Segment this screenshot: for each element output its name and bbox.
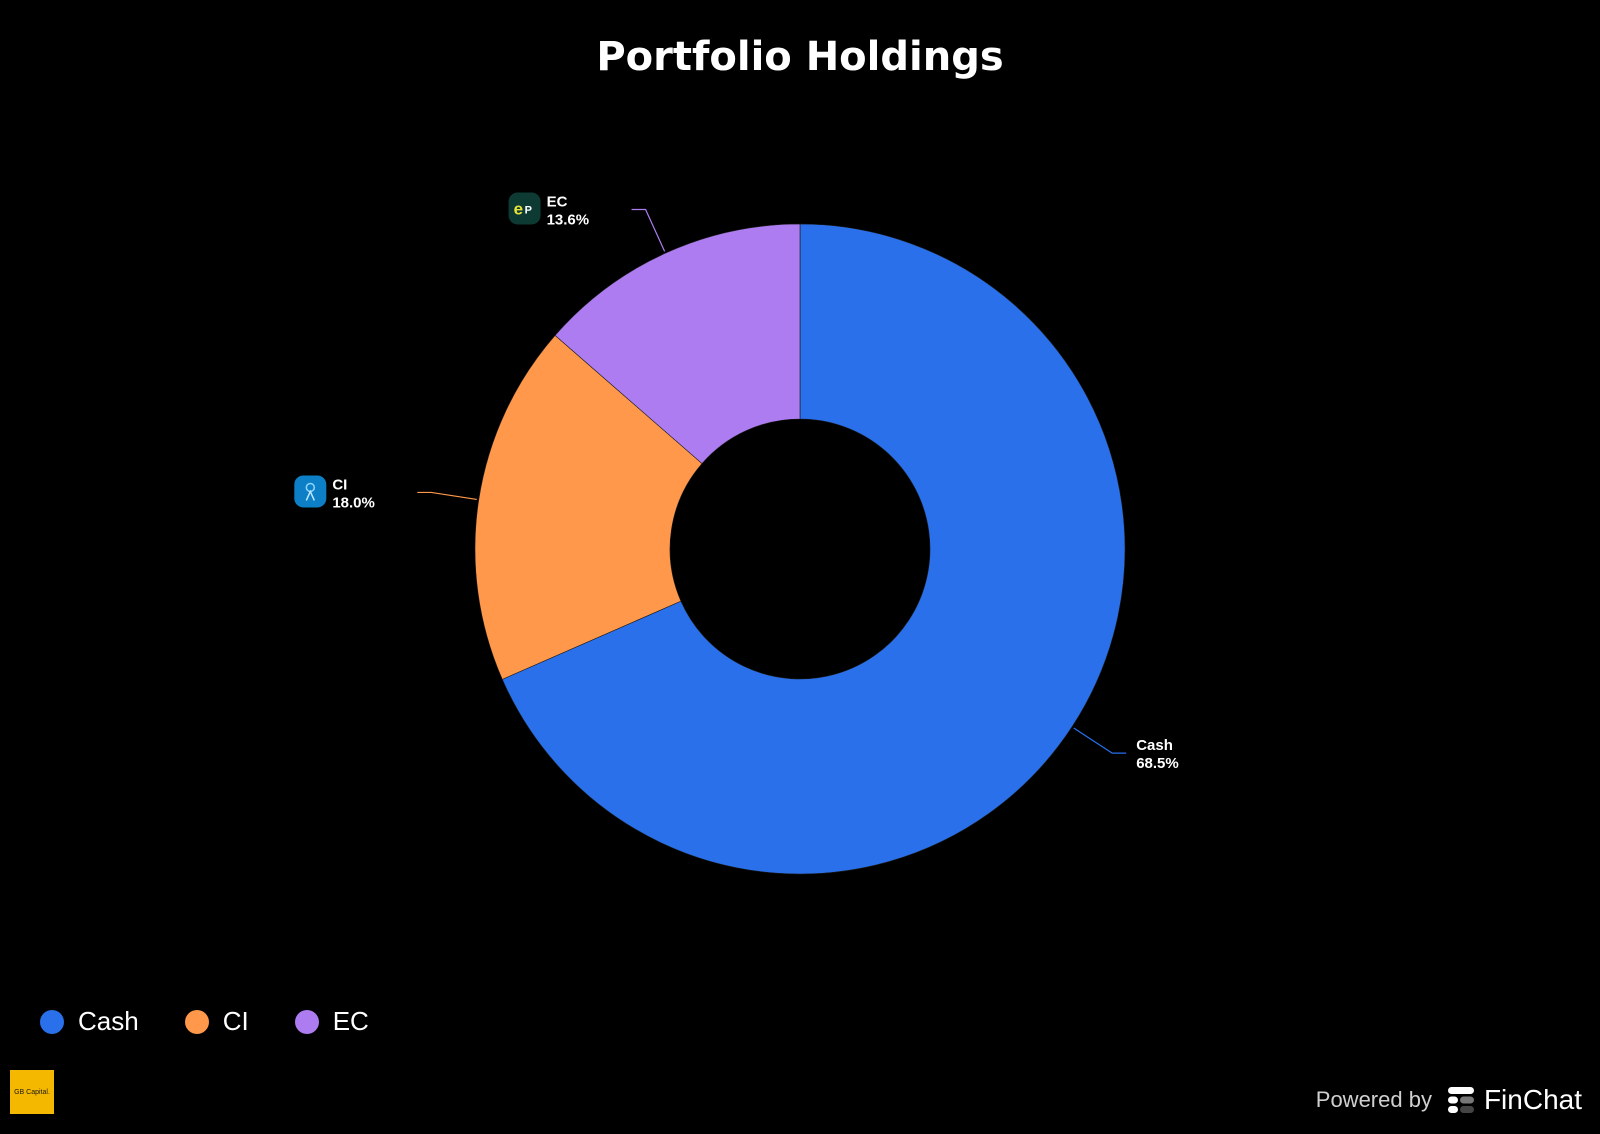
powered-by-finchat: Powered by FinChat bbox=[1316, 1084, 1582, 1116]
slice-ci[interactable] bbox=[474, 334, 703, 680]
legend-label-ec: EC bbox=[332, 1006, 369, 1036]
leader-line-ci bbox=[417, 491, 477, 501]
legend-dot-ci bbox=[184, 1009, 209, 1034]
legend-dot-cash bbox=[40, 1009, 64, 1034]
gb-capital-logo: GB Capital. bbox=[10, 1070, 54, 1114]
chart-title: Portfolio Holdings bbox=[596, 34, 1004, 80]
slice-value-ec: 13.6% bbox=[547, 211, 590, 228]
slice-value-ci: 18.0% bbox=[332, 494, 375, 511]
leader-line-ec bbox=[631, 208, 666, 252]
chart-legend: Cash CI EC bbox=[40, 1006, 415, 1037]
gb-capital-logo-text: GB Capital. bbox=[14, 1088, 50, 1096]
slice-ec[interactable] bbox=[554, 223, 801, 464]
finchat-logo-icon bbox=[1447, 1087, 1474, 1113]
slice-label-ci: CI bbox=[332, 476, 347, 493]
slice-value-cash: 68.5% bbox=[1136, 755, 1179, 772]
ci-logo-icon bbox=[294, 475, 327, 508]
slice-label-cash: Cash bbox=[1136, 737, 1173, 754]
legend-label-ci: CI bbox=[222, 1006, 249, 1036]
svg-text:e: e bbox=[514, 199, 523, 218]
slice-cash[interactable] bbox=[501, 223, 1126, 875]
donut-slices bbox=[474, 223, 1126, 875]
legend-item-cash[interactable]: Cash bbox=[40, 1006, 139, 1037]
legend-dot-ec bbox=[294, 1009, 319, 1034]
powered-by-text: Powered by bbox=[1315, 1087, 1432, 1112]
svg-text:P: P bbox=[525, 204, 532, 216]
legend-item-ec[interactable]: EC bbox=[294, 1006, 369, 1037]
slice-label-ec: EC bbox=[547, 193, 568, 210]
leader-line-cash bbox=[1073, 727, 1127, 754]
legend-label-cash: Cash bbox=[78, 1006, 139, 1036]
legend-item-ci[interactable]: CI bbox=[184, 1006, 249, 1037]
finchat-name: FinChat bbox=[1483, 1084, 1582, 1115]
